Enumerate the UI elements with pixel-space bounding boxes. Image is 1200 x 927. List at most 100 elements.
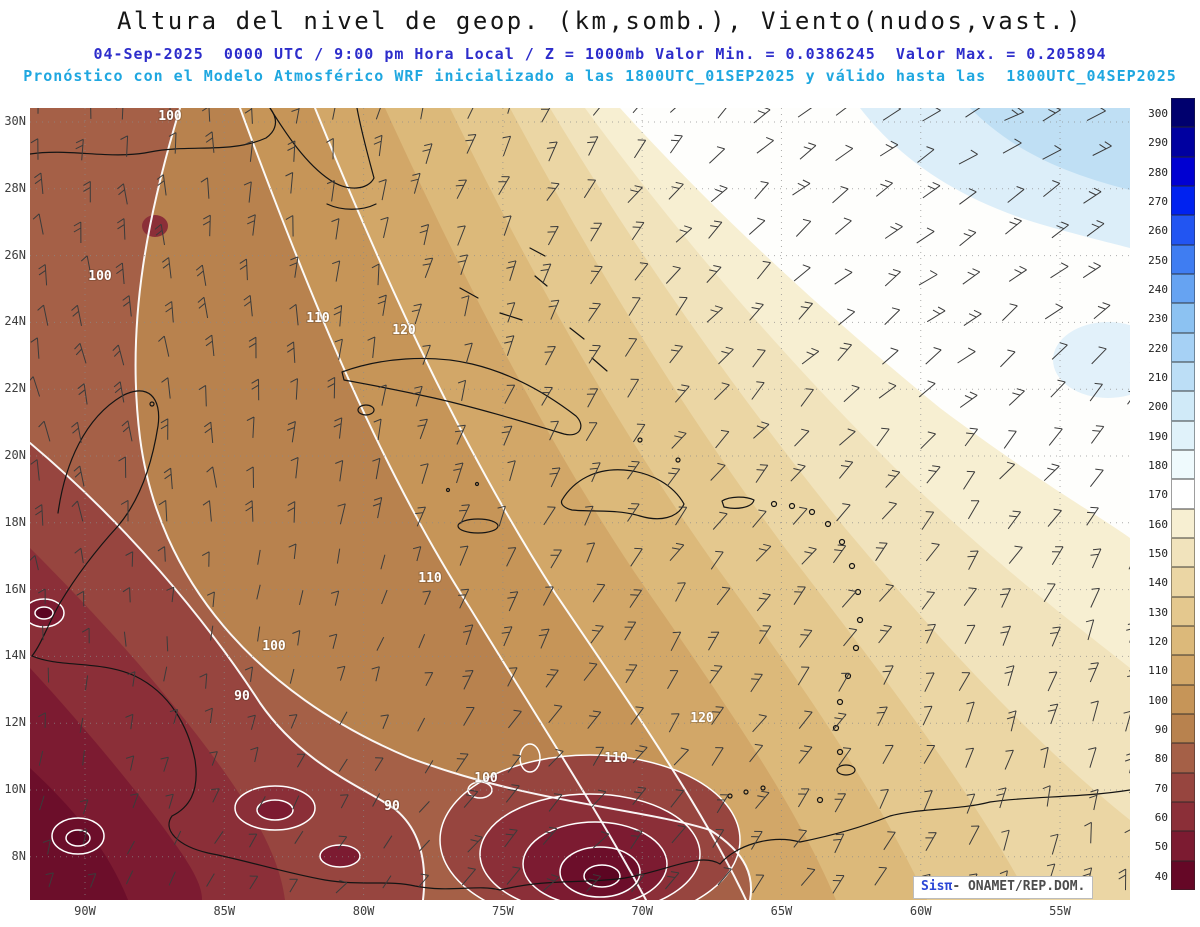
colorbar-swatch-190: [1171, 420, 1195, 450]
colorbar-label-80: 80: [1154, 752, 1168, 766]
colorbar-row-120: 120: [1138, 625, 1195, 656]
contour-label-100-9: 100: [474, 771, 498, 786]
colorbar-row-220: 220: [1138, 332, 1195, 363]
colorbar-label-290: 290: [1148, 136, 1168, 150]
colorbar-swatch-70: [1171, 772, 1195, 802]
lat-tick-8N: 8N: [11, 848, 26, 863]
lon-tick-65W: 65W: [770, 904, 793, 918]
colorbar-swatch-120: [1171, 625, 1195, 656]
colorbar-label-120: 120: [1148, 635, 1168, 649]
colorbar-swatch-270: [1171, 185, 1195, 216]
colorbar-label-150: 150: [1148, 547, 1168, 561]
colorbar-label-300: 300: [1148, 107, 1168, 121]
colorbar-swatch-230: [1171, 303, 1195, 333]
colorbar-row-80: 80: [1138, 743, 1195, 773]
contour-label-90-6: 90: [234, 689, 250, 704]
contour-label-100-0: 100: [158, 109, 182, 124]
lat-tick-12N: 12N: [4, 715, 26, 730]
colorbar-label-60: 60: [1154, 811, 1168, 825]
lon-tick-80W: 80W: [352, 904, 375, 918]
watermark-brand: Sisπ: [921, 879, 953, 894]
colorbar-swatch-180: [1171, 449, 1195, 480]
colorbar-swatch-90: [1171, 713, 1195, 744]
colorbar-label-50: 50: [1154, 840, 1168, 854]
shaded-bands: [30, 108, 1130, 900]
colorbar-label-40: 40: [1154, 869, 1168, 883]
contour-label-90-10: 90: [384, 799, 400, 814]
colorbar-swatch-50: [1171, 831, 1195, 861]
colorbar-row-130: 130: [1138, 596, 1195, 627]
colorbar-row-160: 160: [1138, 508, 1195, 539]
colorbar-row-170: 170: [1138, 479, 1195, 509]
contour-label-110-2: 110: [306, 311, 330, 326]
colorbar-label-110: 110: [1148, 664, 1168, 678]
contour-label-100-5: 100: [262, 639, 286, 654]
colorbar-row-210: 210: [1138, 361, 1195, 392]
colorbar-row-230: 230: [1138, 303, 1195, 333]
lon-tick-85W: 85W: [213, 904, 236, 918]
colorbar-swatch-260: [1171, 215, 1195, 245]
colorbar-row-290: 290: [1138, 127, 1195, 157]
colorbar-swatch-150: [1171, 537, 1195, 568]
model-info-line: Pronóstico con el Modelo Atmosférico WRF…: [23, 67, 1177, 85]
lat-tick-28N: 28N: [4, 180, 26, 195]
colorbar-swatch-140: [1171, 567, 1195, 597]
colorbar-row-70: 70: [1138, 772, 1195, 803]
lat-tick-18N: 18N: [4, 514, 26, 529]
colorbar-label-270: 270: [1148, 195, 1168, 209]
colorbar-row-50: 50: [1138, 831, 1195, 861]
colorbar-label-70: 70: [1154, 781, 1168, 795]
colorbar-label-240: 240: [1148, 283, 1168, 297]
colorbar-label-100: 100: [1148, 693, 1168, 707]
colorbar-row-300: 300: [1138, 98, 1195, 128]
lat-tick-16N: 16N: [4, 581, 26, 596]
colorbar-label-170: 170: [1148, 488, 1168, 502]
contour-label-100-1: 100: [88, 269, 112, 284]
colorbar-swatch-130: [1171, 596, 1195, 626]
lat-tick-26N: 26N: [4, 247, 26, 262]
colorbar-label-140: 140: [1148, 576, 1168, 590]
contour-label-110-8: 110: [604, 751, 628, 766]
colorbar-swatch-100: [1171, 684, 1195, 714]
colorbar-row-190: 190: [1138, 420, 1195, 451]
lat-tick-20N: 20N: [4, 448, 26, 462]
page-title: Altura del nivel de geop. (km,somb.), Vi…: [116, 7, 1084, 35]
colorbar-label-280: 280: [1148, 165, 1168, 179]
lat-tick-22N: 22N: [4, 381, 26, 396]
colorbar-label-200: 200: [1148, 400, 1168, 414]
lat-tick-30N: 30N: [4, 114, 26, 128]
colorbar-row-200: 200: [1138, 391, 1195, 421]
colorbar-row-240: 240: [1138, 273, 1195, 304]
colorbar-swatch-170: [1171, 479, 1195, 509]
colorbar-swatch-110: [1171, 655, 1195, 685]
valid-time-line: 04-Sep-2025 0000 UTC / 9:00 pm Hora Loca…: [93, 45, 1107, 63]
watermark: Sisπ- ONAMET/REP.DOM.: [913, 876, 1094, 899]
colorbar-swatch-300: [1171, 98, 1195, 128]
colorbar-row-260: 260: [1138, 215, 1195, 245]
colorbar-swatch-210: [1171, 361, 1195, 392]
colorbar-label-190: 190: [1148, 429, 1168, 443]
colorbar-label-130: 130: [1148, 605, 1168, 619]
contour-label-110-4: 110: [418, 571, 442, 586]
colorbar-row-140: 140: [1138, 567, 1195, 597]
lon-tick-70W: 70W: [631, 904, 653, 918]
contour-value-labels: 100 100 110 120 110 100 90 120 110 100 90: [87, 108, 715, 815]
colorbar-swatch-290: [1171, 127, 1195, 157]
colorbar-swatch-250: [1171, 244, 1195, 274]
contour-label-120-7: 120: [690, 711, 714, 726]
colorbar-row-270: 270: [1138, 185, 1195, 216]
lat-tick-10N: 10N: [4, 782, 26, 796]
watermark-text: - ONAMET/REP.DOM.: [952, 879, 1086, 894]
colorbar-row-40: 40: [1138, 860, 1195, 891]
colorbar-row-110: 110: [1138, 655, 1195, 685]
colorbar-row-150: 150: [1138, 537, 1195, 568]
colorbar-legend: 300 290 280 270 260 250 240 230 220 210 200 190 180 1…: [1138, 98, 1195, 891]
colorbar-swatch-60: [1171, 801, 1195, 832]
wind-barbs: [30, 108, 1130, 895]
colorbar-row-100: 100: [1138, 684, 1195, 715]
colorbar-label-220: 220: [1148, 341, 1168, 355]
colorbar-row-280: 280: [1138, 156, 1195, 187]
coastlines: [30, 108, 1130, 891]
colorbar-label-180: 180: [1148, 459, 1168, 473]
colorbar-row-60: 60: [1138, 801, 1195, 832]
